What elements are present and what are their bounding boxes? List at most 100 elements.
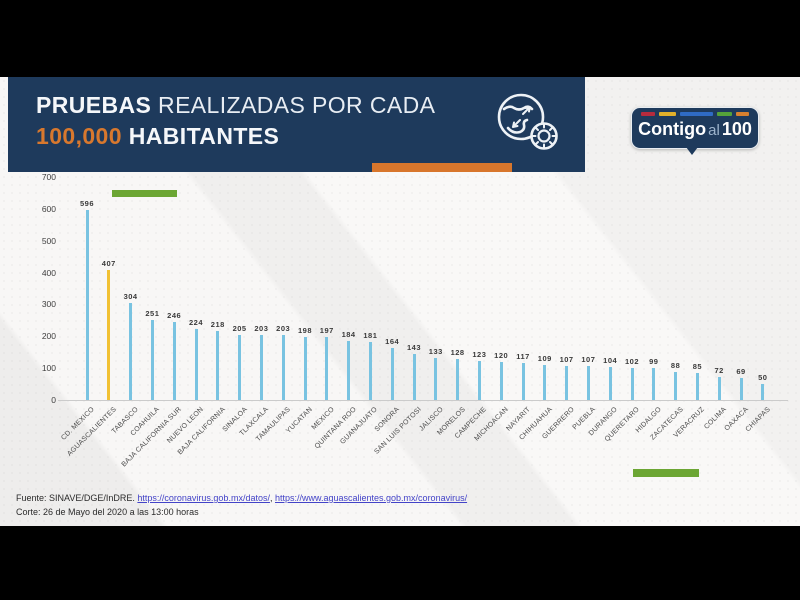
green-accent-bar-top <box>112 190 177 197</box>
bar-value-label: 143 <box>406 343 421 353</box>
logo-word-al: al <box>708 122 720 139</box>
bar-value-label: 203 <box>276 324 291 334</box>
bar-campeche <box>477 360 481 400</box>
title-habitantes: HABITANTES <box>121 123 280 149</box>
logo-stripe <box>659 112 676 116</box>
bar-value-label: 218 <box>210 319 225 329</box>
green-accent-bar-bottom <box>633 469 699 477</box>
bar-value-label: 596 <box>79 199 94 209</box>
contigo-al-100-logo: Contigo al 100 <box>631 107 759 155</box>
bar-value-label: 251 <box>145 309 160 319</box>
logo-stripe <box>641 112 656 116</box>
logo-text: Contigo al 100 <box>632 116 758 144</box>
bar-sinaloa <box>238 334 242 400</box>
bar-nayarit <box>521 362 525 400</box>
bar-san-luis-potosi <box>412 354 416 400</box>
bar-value-label: 205 <box>232 323 247 333</box>
title-line-1: PRUEBAS REALIZADAS POR CADA <box>36 90 585 121</box>
bar-zacatecas <box>674 371 678 400</box>
bar-value-label: 133 <box>428 346 443 356</box>
bar-hidalgo <box>652 368 656 400</box>
source-link-aguascalientes-gob[interactable]: https://www.aguascalientes.gob.mx/corona… <box>274 493 468 503</box>
bar-tlaxcala <box>259 335 263 400</box>
title-100000: 100,000 <box>36 123 122 149</box>
logo-stripe <box>736 112 749 116</box>
x-axis-line <box>58 400 788 401</box>
bar-sonora <box>390 347 394 400</box>
bar-value-label: 99 <box>649 357 659 367</box>
logo-speech-tail <box>686 147 698 155</box>
bar-value-label: 117 <box>516 351 530 361</box>
bar-value-label: 72 <box>714 366 724 376</box>
bar-value-label: 203 <box>254 324 269 334</box>
logo-word-100: 100 <box>721 119 752 139</box>
bar-aguascalientes <box>107 270 111 400</box>
bar-value-label: 184 <box>341 330 356 340</box>
bar-value-label: 102 <box>624 356 639 366</box>
y-axis-tick-label: 700 <box>41 172 56 182</box>
bar-mexico <box>325 337 329 400</box>
y-axis-tick-label: 400 <box>41 267 56 278</box>
bar-yucatan <box>303 336 307 400</box>
bar-value-label: 69 <box>736 367 746 377</box>
y-axis-tick-label: 100 <box>41 363 56 374</box>
bar-baja-california <box>216 330 220 400</box>
logo-word-contigo: Contigo <box>638 119 707 139</box>
title-word-pruebas: PRUEBAS <box>36 92 152 118</box>
bar-value-label: 109 <box>537 354 552 364</box>
footer-line-cutoff: Corte: 26 de Mayo del 2020 a las 13:00 h… <box>16 507 199 517</box>
bar-jalisco <box>434 357 438 400</box>
bar-veracruz <box>695 372 699 400</box>
bar-value-label: 88 <box>670 360 681 370</box>
bar-quintana-roo <box>347 341 351 400</box>
bar-value-label: 104 <box>603 355 618 365</box>
bar-value-label: 50 <box>758 373 768 383</box>
y-axis-tick-label: 300 <box>41 299 56 310</box>
bar-chihuahua <box>543 365 547 400</box>
bar-michoacan <box>499 361 503 400</box>
bar-value-label: 181 <box>363 331 378 341</box>
title-rest-1: REALIZADAS POR CADA <box>151 92 436 118</box>
bar-value-label: 246 <box>167 310 182 320</box>
bar-queretaro <box>630 367 634 400</box>
bar-value-label: 407 <box>101 259 116 269</box>
bar-baja-california-sur <box>172 321 176 400</box>
bar-value-label: 123 <box>472 349 487 359</box>
bar-value-label: 198 <box>297 325 312 335</box>
footer-source-note: Fuente: SINAVE/DGE/InDRE. https://corona… <box>16 491 467 519</box>
bar-coahuila <box>150 320 154 400</box>
y-axis-tick-label: 0 <box>51 395 56 405</box>
tests-per-100k-bar-chart: 0 100 200 300 400 500 600 700 596 CD. MEXICO 407 AG… <box>0 77 800 526</box>
logo-color-stripes <box>632 108 758 116</box>
bar-morelos <box>456 359 460 400</box>
slide-header: PRUEBAS REALIZADAS POR CADA 100,000 HABI… <box>8 77 585 172</box>
orange-accent-bar <box>372 163 512 172</box>
logo-stripe <box>679 112 713 116</box>
logo-stripe <box>716 112 733 116</box>
bar-value-label: 85 <box>692 361 703 371</box>
bar-durango <box>608 366 612 400</box>
bar-cd-mexico <box>85 210 89 400</box>
bar-value-label: 224 <box>188 317 203 327</box>
bar-value-label: 164 <box>385 336 400 346</box>
source-link-coronavirus-gob[interactable]: https://coronavirus.gob.mx/datos/ <box>137 493 270 503</box>
bar-value-label: 197 <box>319 326 334 336</box>
bar-tamaulipas <box>281 335 285 400</box>
bar-guanajuato <box>368 342 372 400</box>
bar-chiapas <box>761 384 765 400</box>
bar-nuevo-leon <box>194 328 198 400</box>
source-separator: , <box>269 493 275 503</box>
y-axis-tick-label: 200 <box>41 331 56 342</box>
bar-value-label: 107 <box>559 354 574 364</box>
source-prefix: Fuente: SINAVE/DGE/InDRE. <box>16 493 138 503</box>
slide-canvas: PRUEBAS REALIZADAS POR CADA 100,000 HABI… <box>0 77 800 526</box>
bar-oaxaca <box>739 378 743 400</box>
bar-puebla <box>586 365 590 400</box>
footer-line-source: Fuente: SINAVE/DGE/InDRE. https://corona… <box>16 491 467 505</box>
globe-virus-icon <box>497 93 558 150</box>
title-line-2: 100,000 HABITANTES <box>36 121 585 152</box>
y-axis-tick-label: 600 <box>41 203 56 214</box>
y-axis-tick-label: 500 <box>41 235 56 246</box>
bar-colima <box>717 377 721 400</box>
